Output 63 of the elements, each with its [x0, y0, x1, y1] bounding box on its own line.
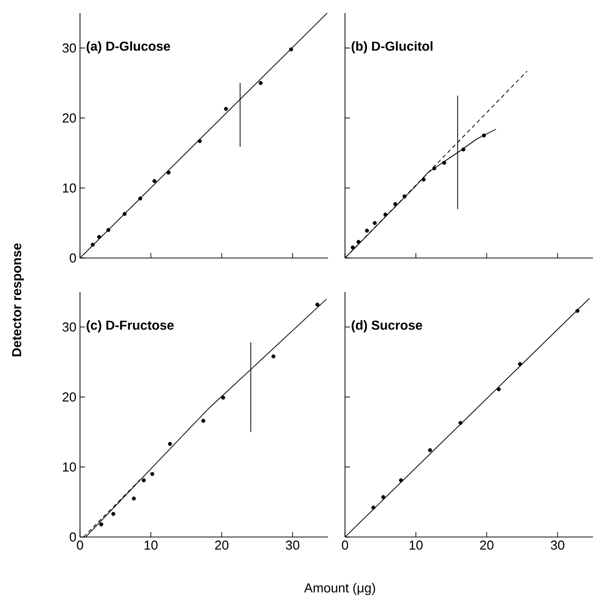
x-tick-label: 0 — [76, 540, 84, 550]
x-axis-title: Amount (μg) — [304, 582, 376, 596]
x-tick-label: 20 — [480, 540, 494, 550]
point — [364, 228, 369, 233]
point — [201, 418, 206, 423]
point — [224, 106, 228, 111]
point — [350, 246, 355, 250]
point — [398, 478, 403, 482]
point — [315, 302, 320, 307]
text: (c) D-Fructose — [86, 320, 174, 332]
point — [221, 396, 226, 400]
x-tick-label: 30 — [550, 540, 564, 550]
point — [289, 47, 294, 52]
point — [106, 228, 110, 232]
x-tick-label: 30 — [286, 540, 300, 550]
point — [383, 212, 388, 217]
point — [258, 81, 263, 85]
point — [442, 160, 446, 165]
point — [152, 178, 156, 183]
point — [496, 387, 501, 392]
point — [122, 212, 127, 216]
y-tick-label: 0 — [70, 532, 76, 542]
point — [393, 202, 398, 206]
point — [166, 170, 171, 175]
point — [575, 308, 580, 313]
point — [356, 240, 360, 244]
x-tick-label: 10 — [410, 540, 423, 550]
y-tick-label: 10 — [62, 183, 76, 193]
point — [111, 512, 116, 516]
y-tick-label: 20 — [62, 392, 76, 402]
point — [432, 166, 436, 170]
y-axis-title: Detector response — [12, 243, 24, 356]
y-tick-label: 10 — [62, 462, 76, 472]
point — [402, 194, 407, 198]
point — [518, 362, 522, 366]
x-tick-label: 10 — [144, 540, 158, 550]
point — [371, 506, 376, 510]
y-tick-label: 30 — [62, 43, 76, 53]
point — [142, 478, 146, 482]
y-tick-label: 30 — [62, 322, 76, 332]
point — [372, 220, 377, 225]
point — [458, 420, 462, 425]
point — [90, 242, 95, 247]
point — [482, 134, 486, 138]
point — [138, 196, 142, 200]
point — [428, 448, 432, 452]
point — [99, 522, 104, 526]
x-tick-label: 0 — [342, 540, 348, 550]
text: (b) D-Glucitol — [352, 41, 432, 54]
y-tick-label: 20 — [62, 113, 76, 123]
point — [422, 178, 426, 182]
point — [168, 442, 172, 446]
point — [198, 139, 202, 144]
text: (a) D-Glucose — [86, 41, 170, 54]
point — [271, 354, 276, 358]
text: (d) Sucrose — [352, 320, 422, 332]
point — [150, 472, 154, 476]
point — [381, 495, 386, 500]
y-tick-label: 0 — [70, 253, 76, 263]
point — [97, 235, 102, 239]
x-tick-label: 20 — [215, 540, 228, 550]
point — [461, 147, 466, 152]
point — [132, 496, 136, 500]
